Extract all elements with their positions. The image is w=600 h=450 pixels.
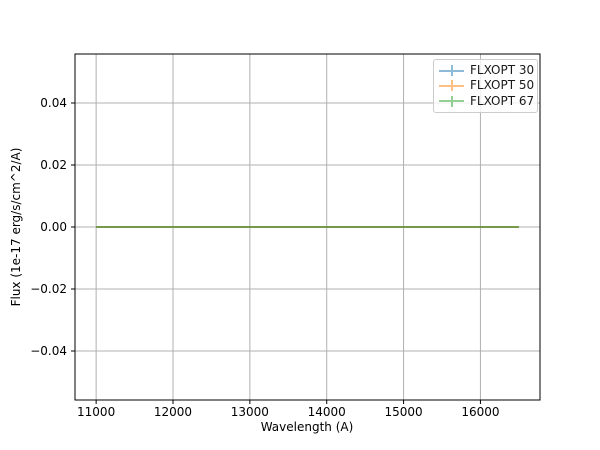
legend: FLXOPT 30 FLXOPT 50 FLXOPT 67 <box>433 59 538 113</box>
errorbar-handle-icon <box>439 64 464 77</box>
y-tick-label: −0.02 <box>30 282 67 296</box>
x-tick-label: 12000 <box>154 405 192 419</box>
y-tick-label: 0.04 <box>40 96 67 110</box>
y-axis-label: Flux (1e-17 erg/s/cm^2/A) <box>9 148 23 307</box>
y-tick-label: 0.02 <box>40 158 67 172</box>
legend-entry: FLXOPT 67 <box>439 93 535 109</box>
legend-label: FLXOPT 50 <box>470 78 535 93</box>
tick-labels: 11000 12000 13000 14000 15000 16000 0.04 0.02 0.… <box>30 96 499 419</box>
legend-label: FLXOPT 30 <box>470 63 535 78</box>
errorbar-handle-icon <box>439 79 464 92</box>
axis-ticks <box>71 102 481 404</box>
legend-entry: FLXOPT 50 <box>439 78 535 93</box>
errorbar-handle-icon <box>439 95 464 108</box>
legend-entry: FLXOPT 30 <box>439 63 535 78</box>
x-axis-label: Wavelength (A) <box>261 420 354 434</box>
x-tick-label: 16000 <box>461 405 499 419</box>
x-tick-label: 13000 <box>231 405 269 419</box>
legend-label: FLXOPT 67 <box>470 93 535 108</box>
y-tick-label: 0.00 <box>40 220 67 234</box>
y-tick-label: −0.04 <box>30 344 67 358</box>
x-tick-label: 14000 <box>308 405 346 419</box>
x-tick-label: 11000 <box>77 405 115 419</box>
x-tick-label: 15000 <box>384 405 422 419</box>
